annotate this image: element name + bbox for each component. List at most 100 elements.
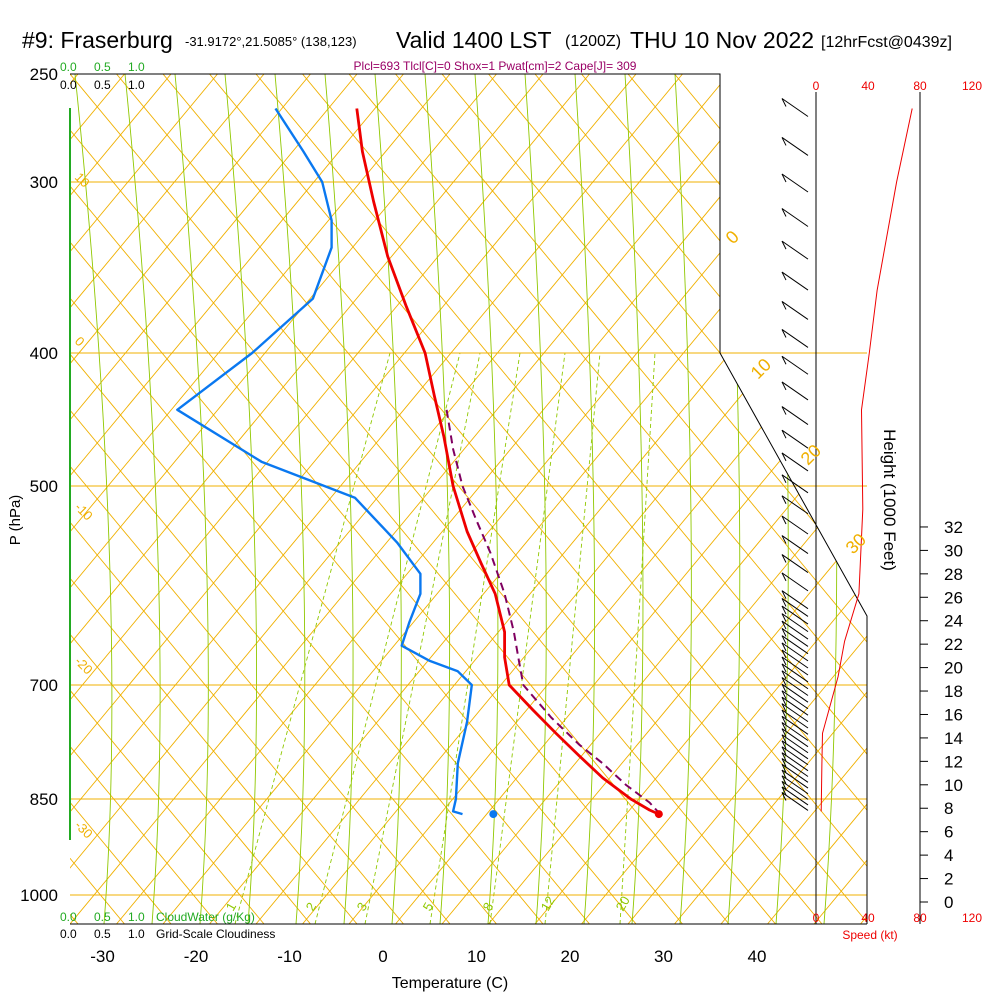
moist-adiabat-line — [575, 74, 595, 924]
dry-adiabat-label: -10 — [72, 500, 96, 524]
isotherm-line — [0, 74, 497, 924]
moist-adiabat-label: 0 — [722, 227, 743, 248]
scale-bottom-green-1: 0.5 — [94, 910, 111, 924]
wind-barb — [782, 516, 808, 534]
dry-adiabat-line — [0, 74, 171, 924]
pressure-tick-label: 850 — [30, 790, 58, 809]
wind-barb — [782, 657, 808, 675]
mixing-ratio-label: 2 — [303, 900, 320, 914]
station-title: #9: Fraserburg — [22, 27, 173, 53]
forecast-run: [12hrFcst@0439z] — [821, 34, 952, 51]
scale-top-green-2: 1.0 — [128, 60, 145, 74]
height-axis-title: Height (1000 Feet) — [880, 429, 899, 571]
temp-tick-label: -10 — [277, 947, 302, 966]
isotherm-line — [907, 74, 1000, 924]
scale-top-green-1: 0.5 — [94, 60, 111, 74]
wind-barb — [782, 209, 808, 227]
dry-adiabat-label: 0 — [72, 334, 88, 350]
wind-barb — [782, 636, 808, 654]
isotherm-line — [0, 74, 171, 924]
surface-temp-dot — [655, 810, 663, 818]
cloudiness-label: Grid-Scale Cloudiness — [156, 927, 275, 941]
moist-adiabat-line — [225, 74, 257, 924]
isotherm-line — [0, 74, 404, 924]
parcel-params: Plcl=693 Tlcl[C]=0 Shox=1 Pwat[cm]=2 Cap… — [354, 59, 637, 73]
height-tick-label: 4 — [944, 846, 953, 865]
scale-bottom-green-0: 0.0 — [60, 910, 77, 924]
speed-tick-bottom: 40 — [861, 911, 875, 925]
temp-tick-label: -30 — [90, 947, 115, 966]
wind-barb — [782, 792, 808, 810]
speed-tick-top: 80 — [913, 79, 927, 93]
height-tick-label: 12 — [944, 752, 963, 771]
mixing-ratio-label: 8 — [480, 900, 497, 914]
wind-barb — [782, 137, 808, 155]
mixing-ratio-line — [315, 353, 460, 924]
isotherm-line — [0, 74, 683, 924]
height-tick-label: 8 — [944, 799, 953, 818]
pressure-tick-label: 700 — [30, 676, 58, 695]
isotherm-line — [814, 74, 1000, 924]
scale-top-black-2: 1.0 — [128, 78, 145, 92]
isotherm-line — [0, 74, 543, 924]
dry-adiabat-line — [0, 74, 450, 924]
temp-tick-label: -20 — [184, 947, 209, 966]
mixing-ratio-line — [365, 353, 480, 924]
moist-adiabat-label: 20 — [797, 441, 825, 469]
height-tick-label: 32 — [944, 518, 963, 537]
moist-adiabat-line — [75, 74, 112, 924]
speed-tick-top: 0 — [813, 79, 820, 93]
scale-top-black-0: 0.0 — [60, 78, 77, 92]
forecast-date: THU 10 Nov 2022 — [630, 27, 814, 53]
cloudwater-label: CloudWater (g/Kg) — [156, 910, 255, 924]
isotherm-line — [582, 74, 1000, 924]
wind-barb — [782, 407, 808, 425]
temp-tick-label: 0 — [378, 947, 387, 966]
mixing-ratio-label: 20 — [613, 893, 633, 913]
dry-adiabat-label: -30 — [72, 818, 96, 842]
dry-adiabat-line — [0, 74, 683, 924]
height-tick-label: 14 — [944, 729, 963, 748]
dry-adiabat-line — [0, 74, 543, 924]
height-tick-label: 0 — [944, 893, 953, 912]
temp-tick-label: 40 — [748, 947, 767, 966]
dry-adiabat-line — [907, 74, 1000, 924]
isotherm-line — [0, 74, 636, 924]
mixing-ratio-line — [490, 353, 565, 924]
speed-tick-top: 120 — [962, 79, 982, 93]
moist-adiabat-line — [125, 74, 160, 924]
mixing-ratio-line — [545, 353, 600, 924]
temp-tick-label: 30 — [654, 947, 673, 966]
moist-adiabat-line — [525, 74, 546, 924]
speed-tick-bottom: 0 — [813, 911, 820, 925]
speed-axis-title: Speed (kt) — [842, 928, 897, 942]
wind-barb — [782, 382, 808, 400]
height-tick-label: 6 — [944, 823, 953, 842]
height-tick-label: 10 — [944, 776, 963, 795]
wind-barb — [782, 329, 808, 347]
height-tick-label: 30 — [944, 541, 963, 560]
speed-tick-bottom: 80 — [913, 911, 927, 925]
dry-adiabat-line — [442, 74, 1000, 924]
mixing-ratio-line — [235, 353, 390, 924]
wind-barb — [782, 650, 808, 668]
moist-adiabat-line — [675, 74, 691, 924]
dry-adiabat-line — [535, 74, 1000, 924]
valid-time: Valid 1400 LST — [396, 27, 552, 53]
dry-adiabat-line — [954, 74, 1000, 924]
wind-barb — [782, 301, 808, 319]
wind-barb — [782, 356, 808, 374]
scale-bottom-green-2: 1.0 — [128, 910, 145, 924]
wind-barb — [782, 99, 808, 117]
dry-adiabat-line — [675, 74, 1000, 924]
wind-barb — [782, 643, 808, 661]
pressure-tick-label: 500 — [30, 477, 58, 496]
dry-adiabat-line — [0, 74, 636, 924]
moist-adiabat-line — [175, 74, 208, 924]
height-tick-label: 18 — [944, 682, 963, 701]
dry-adiabat-line — [628, 74, 1000, 924]
scale-top-green-0: 0.0 — [60, 60, 77, 74]
height-tick-label: 28 — [944, 565, 963, 584]
height-tick-label: 20 — [944, 659, 963, 678]
